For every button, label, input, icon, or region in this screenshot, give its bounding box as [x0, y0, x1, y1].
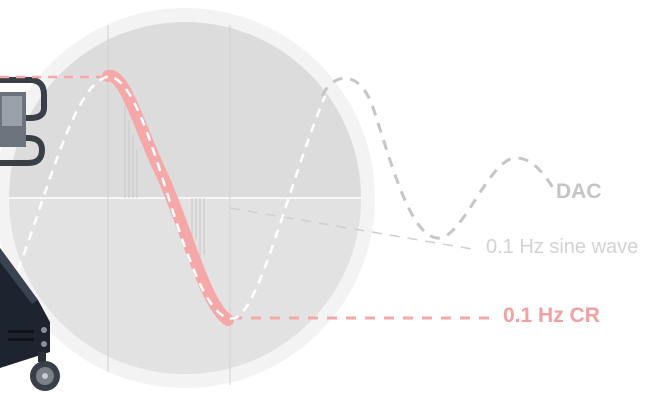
sine-leader	[229, 207, 479, 251]
sine-wave-label: 0.1 Hz sine wave	[486, 236, 638, 259]
cr-label: 0.1 Hz CR	[503, 304, 600, 328]
cr-curve	[102, 69, 234, 326]
device-icon	[0, 77, 60, 391]
magnifier-circle	[0, 8, 375, 388]
inner-sine-curve	[16, 75, 327, 320]
tick-cluster-upper	[124, 105, 138, 198]
sine-wave-label-text: 0.1 Hz sine wave	[486, 236, 639, 258]
sine-wave-curve	[320, 76, 555, 240]
dac-label-text: DAC	[556, 180, 602, 203]
cr-label-text: 0.1 Hz CR	[503, 304, 600, 327]
magnifier-lower-half	[9, 198, 361, 374]
dac-label: DAC	[556, 180, 602, 204]
